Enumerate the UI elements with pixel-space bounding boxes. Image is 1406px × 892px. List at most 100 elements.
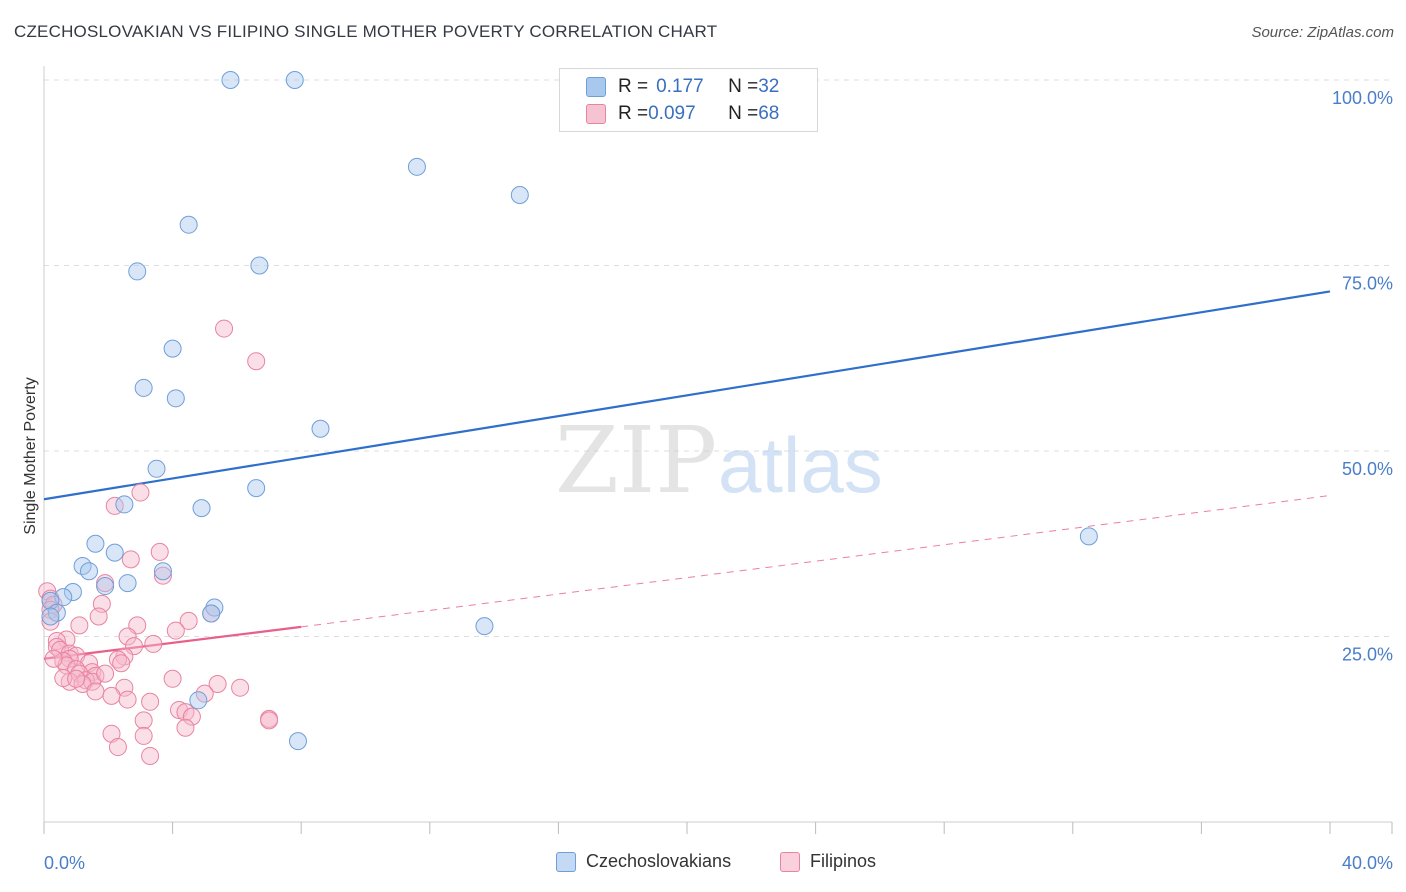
axes <box>43 66 1393 834</box>
czechoslovakian-point <box>86 534 105 553</box>
filipino-point <box>179 611 198 630</box>
czechoslovakian-point <box>192 499 211 518</box>
czechoslovakian-point <box>407 157 426 176</box>
y-tick-label: 25.0% <box>1342 645 1393 665</box>
filipino-point <box>215 319 234 338</box>
czechoslovakian-point <box>118 574 137 593</box>
axis-labels: 25.0% 50.0% 75.0% 100.0% 0.0% 40.0% <box>44 88 1393 873</box>
filipino-point <box>141 746 160 765</box>
filipino-point <box>86 682 105 701</box>
filipino-point <box>115 678 134 697</box>
czechoslovakian-point <box>153 562 172 581</box>
watermark-zip: ZIP <box>555 407 717 514</box>
filipino-point <box>134 711 153 730</box>
filipino-point <box>54 669 73 688</box>
trend-lines <box>43 290 1331 660</box>
gridlines <box>44 79 1392 637</box>
filipino-point <box>102 686 121 705</box>
bottom-legend-czechoslovakians: Czechoslovakians <box>556 851 731 872</box>
czechoslovakian-point <box>205 598 224 617</box>
czechoslovakian-trend-line <box>43 290 1331 501</box>
bottom-legend-swatch-blue <box>556 851 576 872</box>
czechoslovakian-point <box>105 543 124 562</box>
filipino-point <box>166 621 185 640</box>
czechoslovakian-point <box>63 582 82 601</box>
filipino-point <box>176 718 195 737</box>
filipino-point <box>57 630 76 649</box>
filipino-point <box>96 664 115 683</box>
filipino-point <box>70 616 89 635</box>
filipino-point <box>153 566 172 585</box>
filipino-point <box>144 634 163 653</box>
legend-r-value: 0.097 <box>648 103 696 124</box>
legend-swatch-pink <box>586 104 606 124</box>
filipino-point <box>89 607 108 626</box>
filipino-point <box>121 550 140 569</box>
y-axis-label: Single Mother Poverty <box>22 377 39 534</box>
legend-r-label: R = <box>618 76 649 97</box>
czechoslovakian-point <box>179 215 198 234</box>
czechoslovakian-point <box>96 577 115 596</box>
filipino-point <box>108 738 127 757</box>
filipino-point <box>163 669 182 688</box>
filipino-point <box>44 649 63 668</box>
legend-swatch-blue <box>586 77 606 97</box>
czechoslovakian-point <box>510 186 529 205</box>
filipino-point <box>41 612 60 631</box>
legend: R = 0.177 N = 32 R = 0.097 N = 68 <box>559 68 818 132</box>
watermark-atlas: atlas <box>718 421 883 509</box>
filipino-point <box>105 496 124 515</box>
legend-n-value: 68 <box>758 103 780 124</box>
filipino-point <box>118 627 137 646</box>
x-tick-label: 0.0% <box>44 853 85 873</box>
czechoslovakian-point <box>41 607 60 626</box>
filipino-point <box>118 690 137 709</box>
y-tick-label: 50.0% <box>1342 459 1393 479</box>
legend-n-label: N = <box>728 76 759 97</box>
filipino-point <box>67 669 86 688</box>
filipino-point <box>260 711 279 730</box>
source-label: Source: ZipAtlas.com <box>1251 24 1394 41</box>
czechoslovakian-point <box>475 617 494 636</box>
y-tick-label: 100.0% <box>1332 88 1393 108</box>
filipino-point <box>195 684 214 703</box>
czechoslovakian-point <box>221 71 240 89</box>
czechoslovakian-point <box>166 389 185 408</box>
filipino-point <box>131 483 150 502</box>
czechoslovakian-point <box>285 71 304 89</box>
filipino-point <box>141 692 160 711</box>
filipino-point <box>247 352 266 371</box>
bottom-legend-label: Czechoslovakians <box>586 851 732 871</box>
czechoslovakian-point <box>80 562 99 581</box>
czechoslovakian-point <box>1079 527 1098 546</box>
filipino-point <box>182 707 201 726</box>
filipino-trend-line <box>43 625 302 660</box>
czechoslovakian-point <box>41 591 60 610</box>
czechoslovakian-point <box>202 604 221 623</box>
filipino-point <box>208 674 227 693</box>
legend-n-value: 32 <box>758 76 780 97</box>
filipino-point <box>150 542 169 561</box>
czechoslovakian-point <box>250 256 269 275</box>
chart-title: CZECHOSLOVAKIAN VS FILIPINO SINGLE MOTHE… <box>14 22 718 41</box>
filipino-trend-line-extended <box>301 495 1331 628</box>
legend-row-filipinos: R = 0.097 N = 68 <box>586 101 779 127</box>
czechoslovakian-point <box>311 419 330 438</box>
filipino-point <box>231 678 250 697</box>
bottom-legend-swatch-pink <box>780 851 800 872</box>
legend-n-label: N = <box>728 103 759 124</box>
filipino-point <box>134 726 153 745</box>
x-tick-label: 40.0% <box>1342 853 1393 873</box>
czechoslovakian-point <box>189 691 208 710</box>
czechoslovakian-point <box>134 378 153 397</box>
czechoslovakian-point <box>163 339 182 358</box>
legend-row-czechoslovakians: R = 0.177 N = 32 <box>586 74 779 100</box>
filipino-point <box>112 654 131 673</box>
czechoslovakian-point <box>147 459 166 478</box>
bottom-legend-label: Filipinos <box>810 851 877 871</box>
czechoslovakian-point <box>288 732 307 751</box>
czechoslovakian-point <box>247 479 266 498</box>
czechoslovakian-point <box>115 495 134 514</box>
legend-r-label: R = <box>618 103 649 124</box>
